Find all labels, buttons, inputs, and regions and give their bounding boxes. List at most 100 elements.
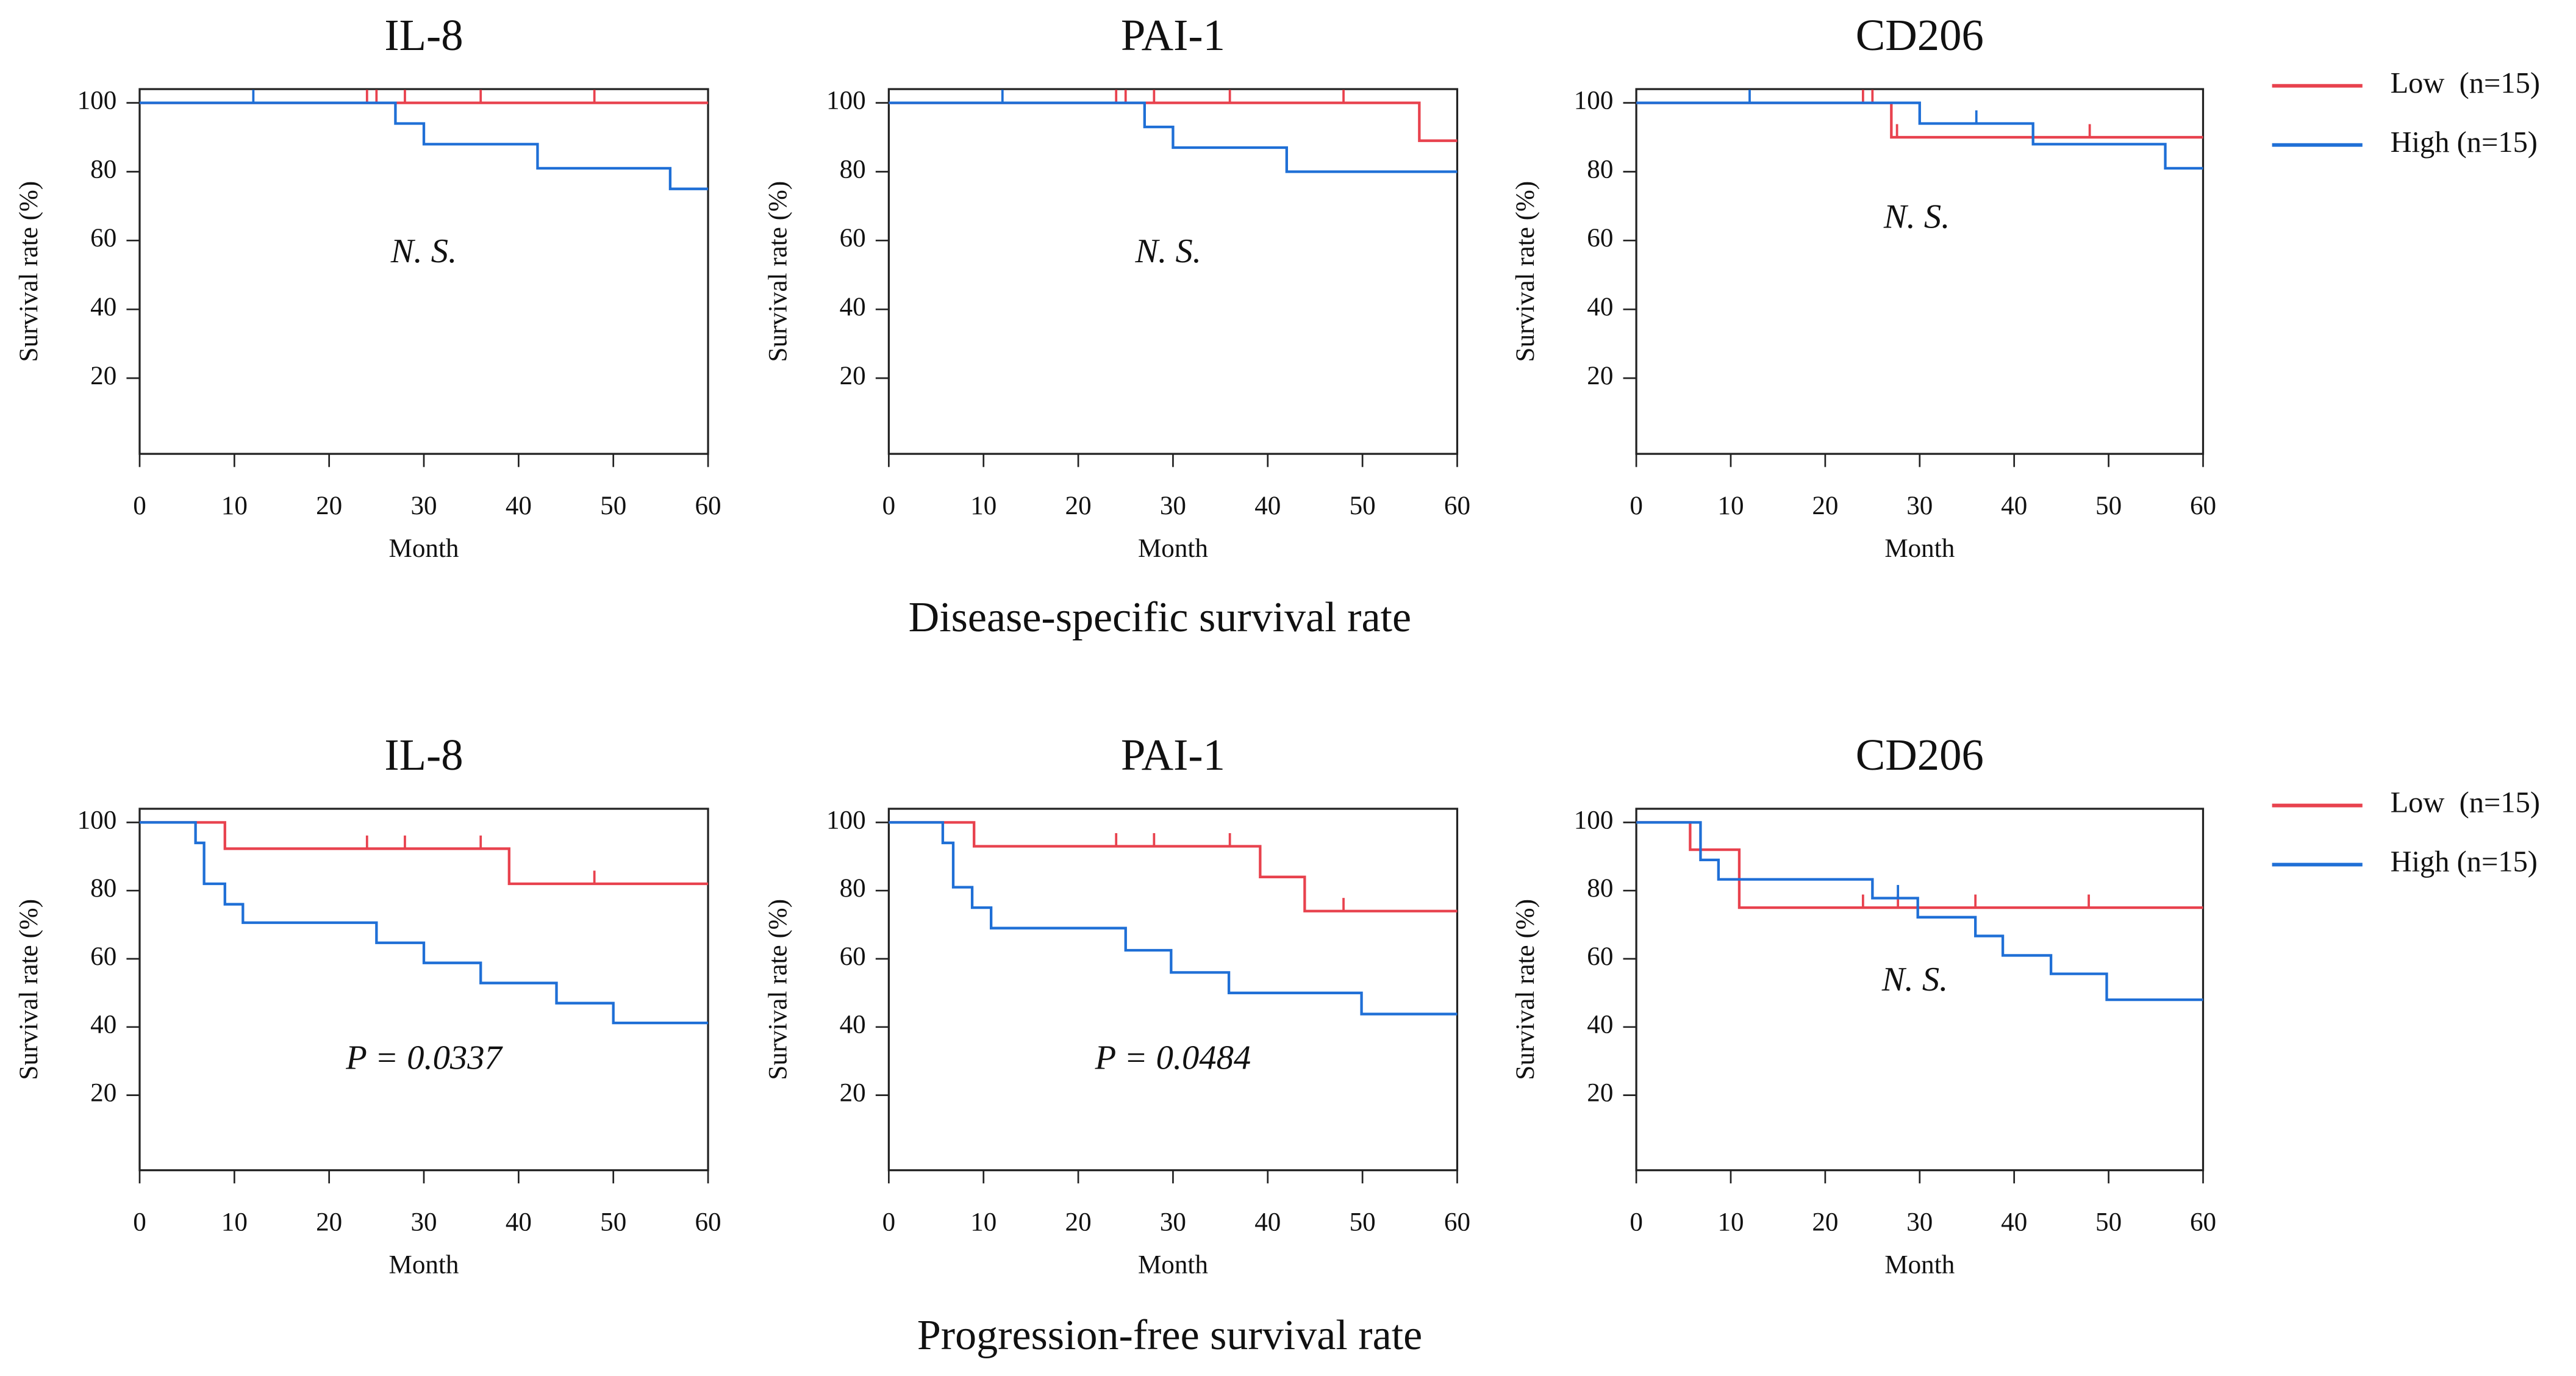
x-tick-label: 60 — [2190, 1208, 2216, 1236]
chart-title: PAI-1 — [1121, 10, 1225, 60]
y-tick-label: 100 — [826, 87, 866, 115]
x-tick-label: 30 — [410, 492, 437, 520]
x-tick-label: 0 — [882, 492, 896, 520]
x-tick-label: 30 — [1160, 492, 1186, 520]
x-tick-label: 0 — [133, 492, 146, 520]
y-tick-label: 40 — [840, 293, 866, 321]
y-axis-label: Survival rate (%) — [1511, 181, 1540, 362]
chart-title: CD206 — [1856, 10, 1984, 60]
x-tick-label: 20 — [316, 1208, 342, 1236]
x-tick-label: 30 — [410, 1208, 437, 1236]
chart-title: CD206 — [1856, 730, 1984, 779]
x-tick-label: 40 — [1254, 1208, 1281, 1236]
annotation: N. S. — [1134, 232, 1201, 270]
y-tick-label: 100 — [1574, 87, 1614, 115]
x-axis-label: Month — [1884, 534, 1955, 563]
legend-label: High (n=15) — [2391, 846, 2538, 878]
y-tick-label: 20 — [90, 362, 116, 390]
x-axis-label: Month — [1138, 1250, 1208, 1279]
y-axis-label: Survival rate (%) — [15, 899, 43, 1080]
x-tick-label: 50 — [1350, 492, 1376, 520]
x-tick-label: 10 — [1717, 1208, 1744, 1236]
row-title: Disease-specific survival rate — [909, 594, 1411, 641]
survival-curve — [139, 821, 709, 886]
y-tick-label: 80 — [840, 874, 866, 903]
x-axis-label: Month — [389, 534, 459, 563]
y-tick-label: 80 — [90, 155, 116, 184]
legend-label: Low (n=15) — [2391, 67, 2540, 99]
x-tick-label: 30 — [1160, 1208, 1186, 1236]
x-tick-label: 40 — [2001, 492, 2027, 520]
annotation: N. S. — [1881, 961, 1948, 998]
x-tick-label: 50 — [600, 492, 626, 520]
x-tick-label: 20 — [1065, 492, 1092, 520]
plot-frame — [138, 808, 709, 1172]
x-tick-label: 20 — [1065, 1208, 1092, 1236]
y-tick-label: 100 — [1574, 806, 1614, 834]
survival-curve — [139, 101, 709, 190]
x-axis-label: Month — [389, 1250, 459, 1279]
y-tick-label: 40 — [1587, 1011, 1613, 1039]
y-tick-label: 20 — [1587, 1079, 1613, 1108]
plot-frame — [887, 808, 1459, 1172]
x-tick-label: 50 — [2095, 492, 2122, 520]
y-tick-label: 40 — [90, 293, 116, 321]
y-tick-label: 60 — [1587, 942, 1613, 971]
y-tick-label: 100 — [77, 87, 117, 115]
x-tick-label: 40 — [506, 1208, 532, 1236]
x-tick-label: 50 — [600, 1208, 626, 1236]
y-tick-label: 100 — [826, 806, 866, 834]
x-tick-label: 20 — [1812, 492, 1838, 520]
x-tick-label: 50 — [2095, 1208, 2122, 1236]
x-tick-label: 30 — [1906, 1208, 1933, 1236]
y-tick-label: 40 — [90, 1011, 116, 1039]
x-tick-label: 60 — [1444, 492, 1470, 520]
y-tick-label: 60 — [840, 224, 866, 253]
survival-curve — [889, 821, 1458, 1016]
x-tick-label: 10 — [221, 492, 248, 520]
y-tick-label: 20 — [90, 1079, 116, 1108]
y-axis-label: Survival rate (%) — [764, 181, 792, 362]
annotation: P = 0.0484 — [1095, 1039, 1251, 1077]
y-tick-label: 20 — [840, 362, 866, 390]
x-tick-label: 30 — [1906, 492, 1933, 520]
survival-curve — [889, 821, 1458, 912]
x-tick-label: 10 — [1717, 492, 1744, 520]
survival-curve — [139, 821, 709, 1025]
x-tick-label: 60 — [1444, 1208, 1470, 1236]
legend-label: Low (n=15) — [2391, 787, 2540, 819]
y-tick-label: 20 — [840, 1079, 866, 1108]
y-tick-label: 60 — [1587, 224, 1613, 253]
y-tick-label: 40 — [1587, 293, 1613, 321]
y-tick-label: 40 — [840, 1011, 866, 1039]
annotation: P = 0.0337 — [345, 1039, 503, 1077]
chart-title: IL-8 — [384, 730, 463, 779]
x-tick-label: 0 — [1630, 492, 1643, 520]
y-tick-label: 100 — [77, 806, 117, 834]
x-axis-label: Month — [1884, 1250, 1955, 1279]
x-tick-label: 60 — [2190, 492, 2216, 520]
annotation: N. S. — [1883, 198, 1950, 235]
y-tick-label: 80 — [1587, 874, 1613, 903]
y-tick-label: 80 — [840, 155, 866, 184]
x-tick-label: 20 — [316, 492, 342, 520]
x-tick-label: 10 — [970, 492, 996, 520]
survival-curve — [889, 101, 1458, 173]
x-tick-label: 40 — [1254, 492, 1281, 520]
y-axis-label: Survival rate (%) — [1511, 899, 1540, 1080]
chart-title: PAI-1 — [1121, 730, 1225, 779]
x-tick-label: 40 — [2001, 1208, 2027, 1236]
y-tick-label: 60 — [840, 942, 866, 971]
annotation: N. S. — [390, 232, 457, 270]
y-axis-label: Survival rate (%) — [764, 899, 792, 1080]
x-tick-label: 60 — [695, 1208, 721, 1236]
x-tick-label: 40 — [506, 492, 532, 520]
x-tick-label: 20 — [1812, 1208, 1838, 1236]
y-tick-label: 20 — [1587, 362, 1613, 390]
chart-title: IL-8 — [384, 10, 463, 60]
row-title: Progression-free survival rate — [917, 1312, 1422, 1359]
y-tick-label: 80 — [90, 874, 116, 903]
survival-curve — [1636, 101, 2203, 170]
